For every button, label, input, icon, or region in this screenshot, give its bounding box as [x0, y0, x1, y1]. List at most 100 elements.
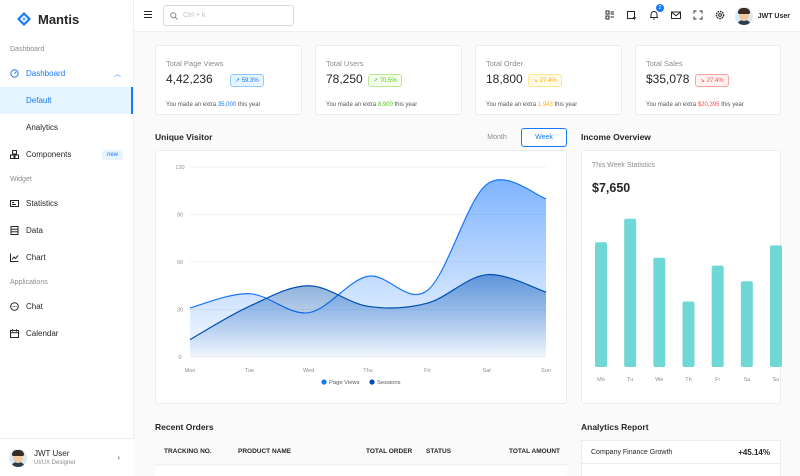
sidebar-item-calendar[interactable]: Calendar	[0, 320, 133, 347]
x-tick-label: Tu	[627, 377, 633, 383]
unique-visitor-title: Unique Visitor	[155, 132, 213, 142]
sidebar-item-label: Statistics	[26, 199, 59, 208]
fullscreen-icon[interactable]	[692, 9, 704, 21]
stat-title: Total Page Views	[166, 59, 224, 68]
gear-icon[interactable]	[714, 9, 726, 21]
stat-change-chip: ↘ 27.4%	[528, 74, 562, 87]
sidebar-item-label: Dashboard	[26, 69, 66, 78]
stat-value: 18,800	[486, 72, 523, 86]
stat-title: Total Sales	[646, 59, 683, 68]
y-tick-label: 60	[177, 260, 183, 266]
trend-down-icon: ↘	[700, 78, 706, 84]
calendar-icon	[10, 329, 19, 338]
stat-change-chip: ↗ 59.3%	[230, 74, 264, 87]
stat-card-sales: Total Sales $35,078 ↘ 27.4% You made an …	[635, 45, 781, 115]
top-header: Ctrl + k 2 JWT User	[134, 0, 800, 32]
legend-marker[interactable]	[321, 379, 327, 385]
notification-badge: 2	[656, 4, 664, 12]
search-placeholder: Ctrl + k	[183, 12, 206, 19]
sidebar-item-label: Chat	[26, 302, 43, 311]
sidebar-item-dashboard[interactable]: Dashboard ︿	[0, 60, 133, 87]
x-tick-label: Thu	[363, 368, 372, 374]
tab-month[interactable]: Month	[487, 134, 507, 141]
stat-value: 78,250	[326, 72, 363, 86]
stat-footnote: You made an extra $20,395 this year	[646, 102, 744, 108]
column-header[interactable]: TRACKING NO.	[164, 448, 212, 455]
analytics-report-row[interactable]	[581, 463, 781, 476]
stat-footnote: You made an extra 35,000 this year	[166, 102, 261, 108]
stat-card-users: Total Users 78,250 ↗ 70.5% You made an e…	[315, 45, 462, 115]
components-icon	[10, 150, 19, 159]
trend-down-icon: ↘	[533, 78, 539, 84]
tab-week[interactable]: Week	[521, 128, 567, 147]
x-tick-label: Fri	[424, 368, 430, 374]
stat-title: Total Order	[486, 59, 524, 68]
sessions-area	[190, 274, 546, 357]
column-header[interactable]: STATUS	[426, 448, 452, 455]
sidebar-item-default[interactable]: Default	[0, 87, 133, 114]
sidebar-user-card[interactable]: JWT User UI/UX Designer ›	[0, 438, 134, 476]
header-profile[interactable]: JWT User	[734, 7, 790, 25]
income-bar[interactable]	[624, 218, 637, 367]
unique-visitor-card: 0 30 60 90 120 Mon Tue Wed Thu Fri Sat Sun Page Vi…	[155, 150, 567, 404]
sidebar-item-chart[interactable]: Chart	[0, 244, 133, 271]
mail-icon[interactable]	[670, 9, 682, 21]
legend-label[interactable]: Sessions	[377, 380, 401, 386]
column-header[interactable]: TOTAL AMOUNT	[509, 448, 561, 455]
report-row-value: +45.14%	[738, 447, 770, 457]
new-badge: new	[101, 149, 123, 160]
sidebar-item-label: Calendar	[26, 329, 59, 338]
sidebar: Mantis Dashboard Dashboard ︿ Default Ana…	[0, 0, 134, 476]
income-bar-chart: Mo Tu We Th Fr Sa Su	[595, 218, 782, 383]
logo[interactable]: Mantis	[0, 0, 133, 38]
legend-marker[interactable]	[369, 379, 375, 385]
x-tick-label: Su	[773, 377, 780, 383]
sidebar-item-label: Chart	[26, 253, 46, 262]
sessions-line[interactable]	[189, 274, 547, 341]
sidebar-item-components[interactable]: Components new	[0, 141, 133, 168]
stat-change: 70.5%	[379, 78, 397, 84]
chevron-right-icon[interactable]: ›	[117, 453, 120, 462]
x-tick-label: Sun	[541, 368, 551, 374]
menu-toggle-icon[interactable]	[144, 11, 152, 19]
analytics-report-row[interactable]: Company Finance Growth +45.14%	[581, 440, 781, 464]
x-tick-label: Sat	[483, 368, 492, 374]
income-bar[interactable]	[653, 257, 666, 367]
header-user-name: JWT User	[757, 12, 790, 20]
y-tick-label: 120	[175, 165, 184, 171]
chevron-up-icon: ︿	[114, 70, 121, 78]
add-page-icon[interactable]	[626, 9, 638, 21]
income-overview-card: This Week Statistics $7,650 Mo Tu We Th Fr Sa…	[581, 150, 782, 404]
chat-icon	[10, 302, 19, 311]
income-bar[interactable]	[595, 242, 607, 367]
id-card-icon	[10, 199, 19, 208]
dashboard-icon	[10, 69, 19, 78]
column-header[interactable]: TOTAL ORDER	[366, 448, 413, 455]
y-tick-label: 90	[177, 213, 183, 219]
column-header[interactable]: PRODUCT NAME	[238, 448, 292, 455]
search-input[interactable]: Ctrl + k	[163, 5, 294, 26]
sidebar-group-dashboard: Dashboard	[10, 45, 45, 53]
sidebar-item-chat[interactable]: Chat	[0, 293, 133, 320]
y-tick-label: 30	[177, 308, 183, 314]
sidebar-item-statistics[interactable]: Statistics	[0, 190, 133, 217]
avatar	[9, 448, 27, 467]
legend-label[interactable]: Page Views	[329, 380, 360, 386]
income-bar[interactable]	[682, 301, 695, 367]
bell-icon[interactable]: 2	[648, 4, 664, 21]
stat-change: 59.3%	[241, 78, 259, 84]
x-tick-label: Fr	[715, 377, 720, 383]
income-value: $7,650	[592, 181, 631, 195]
sidebar-item-data[interactable]: Data	[0, 217, 133, 244]
megaphone-icon[interactable]	[604, 9, 616, 21]
stat-value: $35,078	[646, 72, 690, 86]
line-chart-icon	[10, 253, 19, 262]
income-bar[interactable]	[711, 265, 724, 367]
page-views-line[interactable]	[189, 179, 547, 314]
report-row-label: Company Finance Growth	[591, 448, 673, 456]
stat-change-chip: ↗ 70.5%	[368, 74, 402, 87]
table-row[interactable]	[155, 466, 567, 476]
income-bar[interactable]	[770, 245, 782, 367]
sidebar-item-analytics[interactable]: Analytics	[26, 123, 59, 132]
income-bar[interactable]	[740, 281, 753, 367]
